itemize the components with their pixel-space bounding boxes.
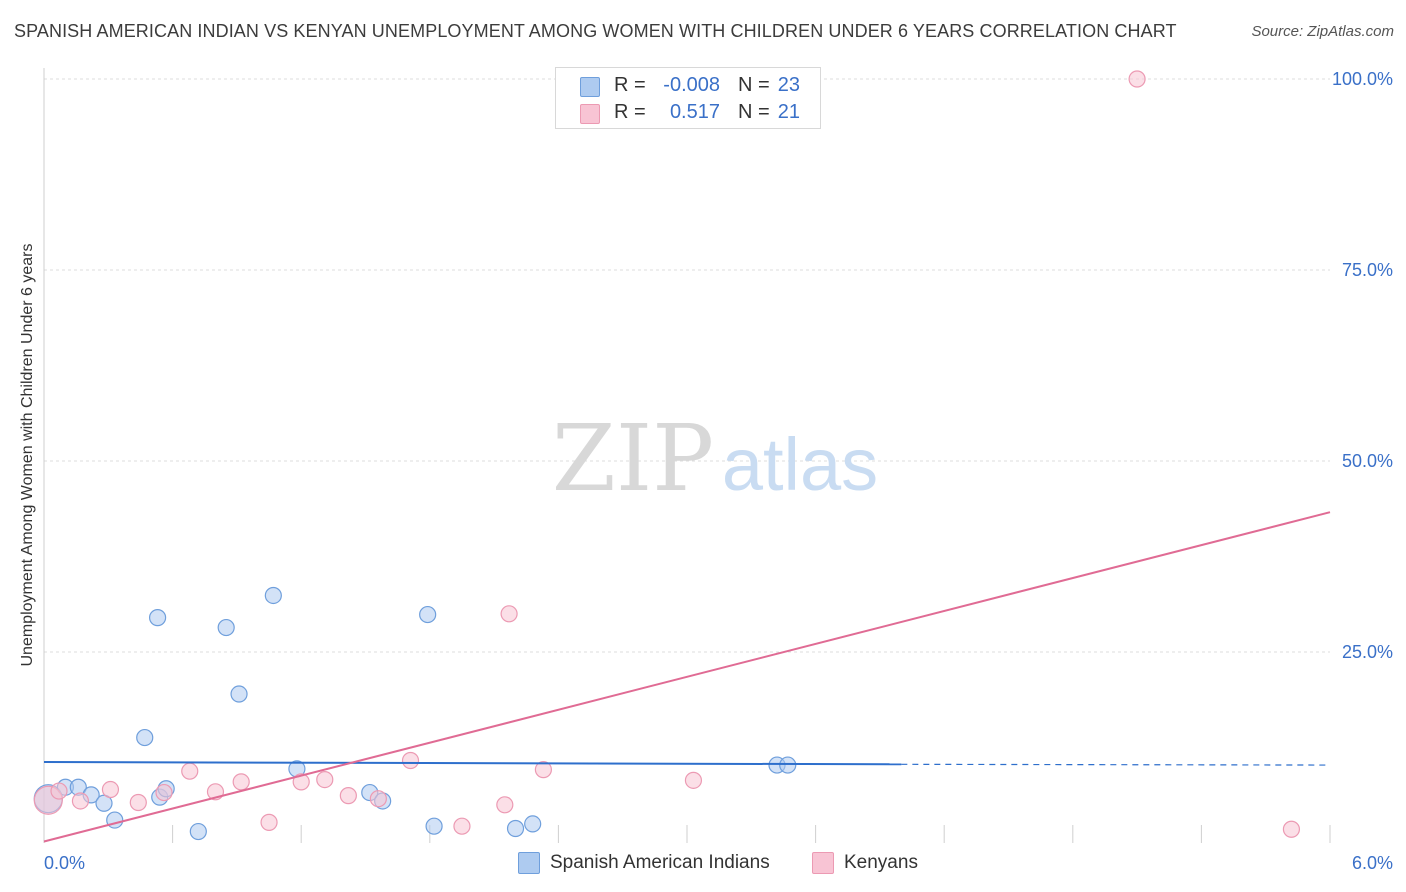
bottom-legend-swatch-blue bbox=[518, 852, 540, 874]
watermark-zip: ZIP bbox=[552, 405, 714, 512]
bottom-legend-swatch-pink bbox=[812, 852, 834, 874]
bottom-legend-label: Kenyans bbox=[844, 852, 918, 873]
kenyan-point bbox=[534, 761, 552, 779]
y-tick-label: 25.0% bbox=[1342, 642, 1393, 662]
spanish-american-indian-point bbox=[230, 685, 248, 703]
kenyan-point bbox=[684, 771, 703, 789]
spanish-american-indian-point bbox=[425, 817, 443, 835]
bottom-legend-spanish-american-indians: Spanish American Indians bbox=[518, 852, 770, 876]
spanish-american-indian-point bbox=[136, 728, 154, 747]
kenyan-point bbox=[129, 793, 147, 812]
kenyan-point bbox=[292, 773, 310, 791]
spanish-american-indian-trendline bbox=[43, 761, 902, 766]
kenyan-trendline bbox=[43, 511, 1331, 843]
bottom-legend-kenyans: Kenyans bbox=[812, 852, 918, 876]
kenyan-point bbox=[71, 792, 90, 810]
legend-swatch-blue bbox=[580, 77, 600, 97]
kenyan-point bbox=[453, 817, 471, 835]
kenyan-point bbox=[101, 780, 120, 799]
kenyan-point bbox=[316, 770, 334, 789]
points-layer bbox=[33, 70, 1301, 841]
trend-layer bbox=[43, 511, 1331, 843]
legend-row-kenyans: R = 0.517 N = 21 bbox=[556, 101, 820, 127]
spanish-american-indian-point bbox=[779, 756, 797, 774]
kenyan-point bbox=[369, 790, 387, 808]
kenyan-point bbox=[1128, 70, 1146, 88]
spanish-american-indian-point bbox=[506, 819, 525, 838]
watermark-atlas: atlas bbox=[722, 423, 878, 506]
spanish-american-indian-point bbox=[189, 822, 207, 841]
spanish-american-indian-point bbox=[264, 586, 282, 605]
x-tick-label: 0.0% bbox=[44, 853, 85, 873]
spanish-american-indian-point bbox=[217, 618, 235, 637]
y-tick-label: 75.0% bbox=[1342, 260, 1393, 280]
kenyan-point bbox=[339, 787, 357, 805]
bottom-legend-label: Spanish American Indians bbox=[550, 852, 770, 873]
spanish-american-indian-point bbox=[419, 605, 437, 624]
legend-n-value: 21 bbox=[777, 101, 800, 123]
kenyan-point bbox=[232, 773, 250, 791]
kenyan-point bbox=[496, 796, 514, 814]
kenyan-point bbox=[260, 813, 278, 831]
legend-n-value: 23 bbox=[777, 74, 800, 96]
legend-swatch-pink bbox=[580, 104, 600, 124]
legend-r-label: R = bbox=[614, 101, 646, 123]
legend-row-spanish-american-indians: R = -0.008 N = 23 bbox=[556, 74, 820, 100]
kenyan-point bbox=[401, 751, 420, 770]
chart-title: SPANISH AMERICAN INDIAN VS KENYAN UNEMPL… bbox=[14, 21, 1177, 41]
y-tick-label: 50.0% bbox=[1342, 451, 1393, 471]
kenyan-point bbox=[155, 783, 173, 802]
spanish-american-indian-trendline-extension bbox=[901, 763, 1331, 766]
legend-n-label: N = bbox=[738, 101, 770, 123]
y-axis-label: Unemployment Among Women with Children U… bbox=[19, 243, 36, 667]
y-tick-label: 100.0% bbox=[1332, 69, 1393, 89]
kenyan-point bbox=[500, 605, 518, 623]
legend-n-label: N = bbox=[738, 74, 770, 96]
kenyan-point bbox=[181, 762, 199, 780]
kenyan-point bbox=[1282, 820, 1301, 838]
ticks-layer: 25.0% 50.0% 75.0% 100.0% 0.0% 6.0% bbox=[44, 69, 1393, 873]
spanish-american-indian-point bbox=[524, 815, 542, 833]
legend-r-value: 0.517 bbox=[669, 101, 720, 123]
source-label: Source: ZipAtlas.com bbox=[1251, 23, 1394, 40]
legend-r-label: R = bbox=[614, 74, 646, 96]
x-tick-label: 6.0% bbox=[1352, 853, 1393, 873]
correlation-legend: R = -0.008 N = 23 R = 0.517 N = 21 bbox=[555, 67, 821, 129]
spanish-american-indian-point bbox=[148, 609, 167, 627]
legend-r-value: -0.008 bbox=[663, 74, 720, 96]
kenyan-point bbox=[50, 782, 68, 800]
spanish-american-indian-point bbox=[95, 794, 113, 812]
